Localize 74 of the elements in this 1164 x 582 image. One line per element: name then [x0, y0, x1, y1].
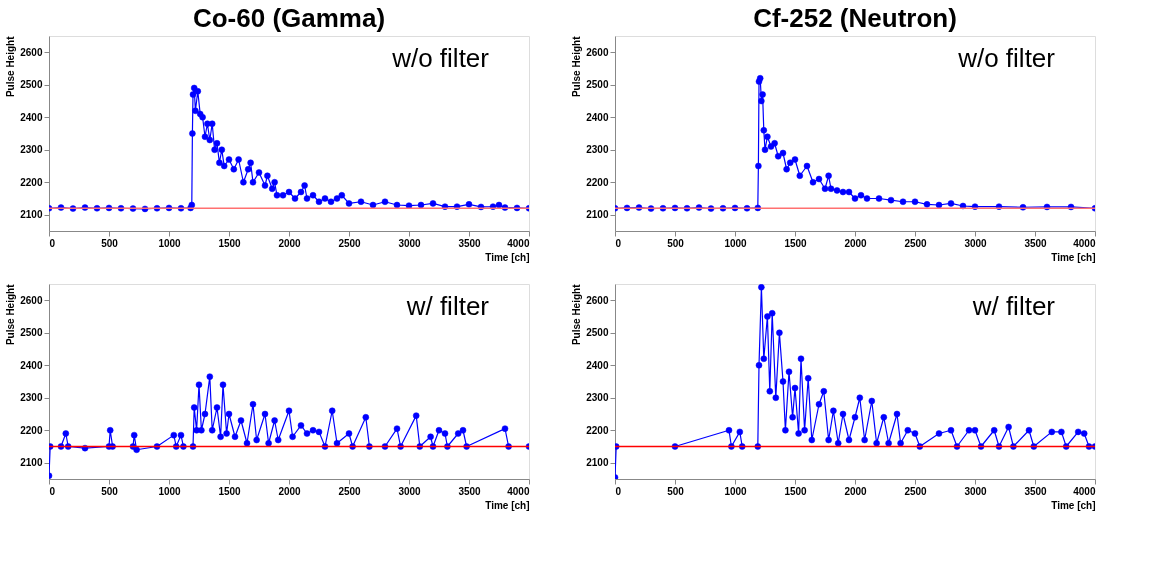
x-tick-label: 2500 — [338, 485, 362, 497]
annotation: w/ filter — [405, 291, 490, 321]
x-tick-label: 2500 — [904, 237, 928, 249]
x-tick-label: 0 — [49, 237, 56, 249]
x-axis-title: Time [ch] — [1051, 251, 1096, 263]
x-tick-label: 2000 — [844, 237, 868, 249]
chart-title: Co-60 (Gamma) — [192, 3, 386, 33]
x-tick-label: 0 — [615, 485, 622, 497]
y-tick-label: 2600 — [586, 46, 609, 58]
x-tick-label: 1000 — [158, 485, 182, 497]
y-tick-label: 2400 — [586, 359, 609, 371]
annotation: w/ filter — [971, 291, 1056, 321]
y-tick-label: 2200 — [20, 424, 43, 436]
y-axis-title: Pulse Height — [5, 283, 17, 346]
x-tick-label: 3000 — [964, 237, 988, 249]
x-tick-label: 0 — [615, 237, 622, 249]
y-tick-label: 2300 — [20, 144, 43, 156]
y-tick-label: 2600 — [20, 46, 43, 58]
y-tick-label: 2100 — [20, 457, 43, 469]
x-tick-label: 3000 — [398, 485, 422, 497]
x-tick-label: 1500 — [784, 485, 808, 497]
x-tick-label: 500 — [101, 485, 119, 497]
y-tick-label: 2400 — [20, 359, 43, 371]
x-tick-label: 1000 — [158, 237, 182, 249]
x-tick-label: 500 — [101, 237, 119, 249]
y-tick-label: 2100 — [20, 209, 43, 221]
x-tick-label: 3500 — [458, 237, 482, 249]
x-tick-label: 3500 — [1024, 237, 1048, 249]
x-tick-label: 2000 — [844, 485, 868, 497]
x-tick-label: 1500 — [218, 237, 242, 249]
x-tick-label: 0 — [49, 485, 56, 497]
y-tick-label: 2500 — [586, 79, 609, 91]
x-axis-title: Time [ch] — [485, 251, 530, 263]
y-tick-label: 2600 — [586, 294, 609, 306]
x-tick-label: 3500 — [458, 485, 482, 497]
x-axis-title: Time [ch] — [485, 499, 530, 511]
y-tick-label: 2400 — [586, 111, 609, 123]
x-tick-label: 4000 — [507, 485, 530, 497]
x-tick-label: 2500 — [904, 485, 928, 497]
y-tick-label: 2300 — [586, 392, 609, 404]
y-tick-label: 2200 — [586, 176, 609, 188]
y-axis-title: Pulse Height — [571, 35, 583, 98]
x-axis-title: Time [ch] — [1051, 499, 1096, 511]
y-tick-label: 2100 — [586, 457, 609, 469]
x-tick-label: 2000 — [278, 485, 302, 497]
x-tick-label: 4000 — [1073, 237, 1096, 249]
y-tick-label: 2600 — [20, 294, 43, 306]
x-tick-label: 1500 — [218, 485, 242, 497]
y-tick-label: 2300 — [20, 392, 43, 404]
y-tick-label: 2500 — [20, 79, 43, 91]
y-tick-label: 2300 — [586, 144, 609, 156]
x-tick-label: 1500 — [784, 237, 808, 249]
x-tick-label: 4000 — [1073, 485, 1096, 497]
x-tick-label: 3000 — [398, 237, 422, 249]
y-axis-title: Pulse Height — [5, 35, 17, 98]
x-tick-label: 500 — [667, 485, 685, 497]
y-tick-label: 2100 — [586, 209, 609, 221]
x-tick-label: 3500 — [1024, 485, 1048, 497]
y-tick-label: 2200 — [586, 424, 609, 436]
chart-title: Cf-252 (Neutron) — [753, 3, 957, 33]
y-tick-label: 2500 — [586, 327, 609, 339]
x-tick-label: 4000 — [507, 237, 530, 249]
x-tick-label: 1000 — [724, 485, 748, 497]
y-tick-label: 2500 — [20, 327, 43, 339]
y-tick-label: 2400 — [20, 111, 43, 123]
x-tick-label: 500 — [667, 237, 685, 249]
y-tick-label: 2200 — [20, 176, 43, 188]
x-tick-label: 3000 — [964, 485, 988, 497]
y-axis-title: Pulse Height — [571, 283, 583, 346]
x-tick-label: 1000 — [724, 237, 748, 249]
x-tick-label: 2000 — [278, 237, 302, 249]
annotation: w/o filter — [391, 43, 490, 73]
x-tick-label: 2500 — [338, 237, 362, 249]
annotation: w/o filter — [957, 43, 1056, 73]
